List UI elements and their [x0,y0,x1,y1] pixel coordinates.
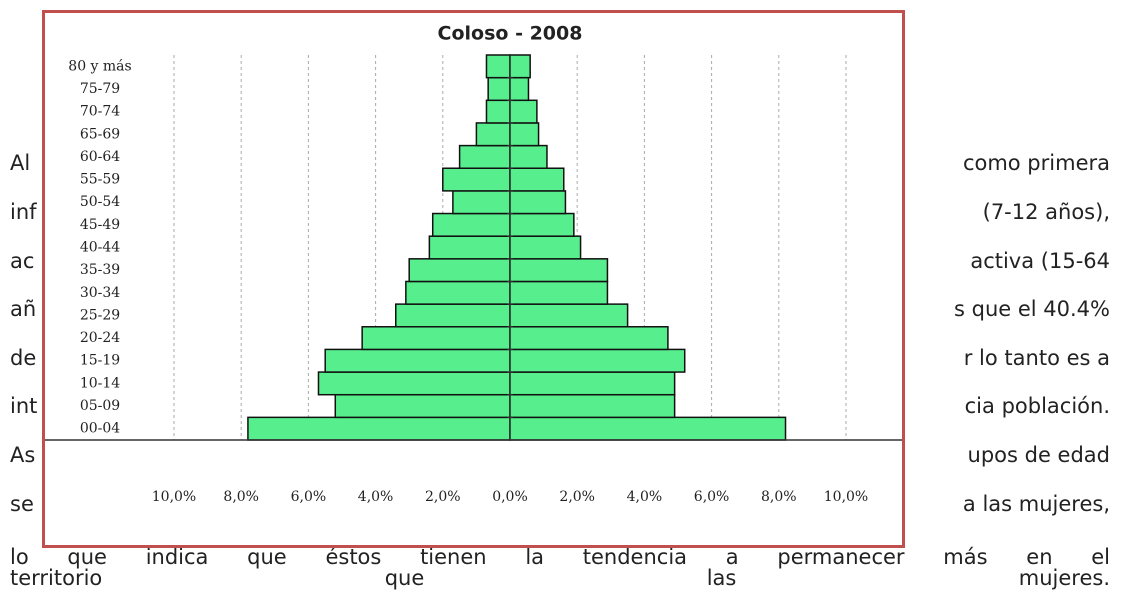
bar [509,416,787,441]
y-tick-label: 60-64 [80,149,120,165]
y-tick-label: 30-34 [80,285,120,301]
text-fragment: upos de edad [967,443,1110,467]
bar [509,348,686,373]
text-fragment: ac [10,249,35,273]
text-line: Al como primera [10,151,1110,175]
text-line: inf (7-12 años), [10,200,1110,224]
bar [487,76,511,102]
text-fragment: a las mujeres, [962,492,1110,516]
x-tick-label: 10,0% [152,489,196,505]
bar [509,54,531,79]
bar [324,348,511,373]
bar [442,167,511,192]
y-tick-label: 70-74 [80,104,120,120]
y-tick-label: 45-49 [80,217,120,233]
bar [509,326,669,351]
bar [509,144,548,169]
bar [509,258,609,283]
y-tick-label: 65-69 [80,126,120,142]
y-tick-label: 40-44 [80,240,120,256]
bar [475,122,511,147]
x-tick-label: 2,0% [425,489,461,505]
bar [509,235,582,260]
x-tick-label: 4,0% [627,489,663,505]
text-line: territorio que las mujeres. [10,566,1110,590]
x-tick-label: 6,0% [291,489,327,505]
x-tick-label: 4,0% [358,489,394,505]
bar [452,190,511,215]
bar [509,212,575,237]
text-line: lo que indica que éstos tienen la tenden… [10,545,1110,569]
text-fragment: lo que indica que éstos tienen la tenden… [10,545,1110,569]
bar [509,303,629,328]
bar [485,54,511,79]
bar [509,76,530,102]
chart-frame: Coloso - 2008 10,0% 8,0% 6,0% 4,0% 2,0% 0,0% 2… [42,10,905,548]
y-tick-label: 35-39 [80,262,120,278]
y-tick-label: 20-24 [80,330,120,346]
bar [247,416,511,441]
bar [509,190,567,215]
text-line: añ s que el 40.4% [10,297,1110,321]
x-tick-label: 6,0% [694,489,730,505]
y-tick-label: 00-04 [80,421,120,437]
text-line: se a las mujeres, [10,492,1110,516]
text-fragment: añ [10,297,37,321]
y-tick-label: 80 y más [68,58,131,74]
text-fragment: territorio que las mujeres. [10,566,1110,590]
text-fragment: r lo tanto es a [963,346,1110,370]
text-fragment: s que el 40.4% [954,297,1110,321]
bar [395,303,511,328]
bar [509,167,565,192]
text-fragment: de [10,346,37,370]
bar [509,371,676,396]
x-tick-label: 8,0% [223,489,259,505]
x-tick-label: 8,0% [761,489,797,505]
chart: Coloso - 2008 10,0% 8,0% 6,0% 4,0% 2,0% 0,0% 2… [45,23,902,505]
bar [408,258,511,283]
chart-title: Coloso - 2008 [438,23,583,45]
y-tick-label: 10-14 [80,375,120,391]
text-fragment: As [10,443,36,467]
y-tick-label: 05-09 [80,398,120,414]
text-fragment: int [10,394,38,418]
text-fragment: Al [10,151,31,175]
text-fragment: como primera [962,151,1110,175]
bar [509,99,538,124]
x-tick-label: 2,0% [559,489,595,505]
y-tick-label: 55-59 [80,172,120,188]
text-fragment: cia población. [964,394,1110,418]
x-tick-label: 0,0% [492,489,528,505]
bar [428,235,511,260]
y-tick-label: 50-54 [80,194,120,210]
bar [458,144,511,169]
y-tick-label: 75-79 [80,81,120,97]
text-fragment: inf [10,200,37,224]
text-fragment: (7-12 años), [982,200,1110,224]
y-tick-label: 25-29 [80,307,120,323]
bar [361,326,511,351]
text-line: ac activa (15-64 [10,249,1110,273]
x-tick-label: 10,0% [824,489,868,505]
y-tick-label: 15-19 [80,353,120,369]
bar [334,393,511,419]
bar [509,280,609,305]
bar [485,99,511,124]
bar [405,280,511,305]
text-fragment: activa (15-64 [970,249,1110,273]
text-line: de r lo tanto es a [10,346,1110,370]
bar [509,122,540,147]
bar [317,371,511,396]
bar [431,212,511,237]
text-line: As upos de edad [10,443,1110,467]
text-fragment: se [10,492,34,516]
bar [509,393,676,419]
text-line: int cia población. [10,394,1110,418]
